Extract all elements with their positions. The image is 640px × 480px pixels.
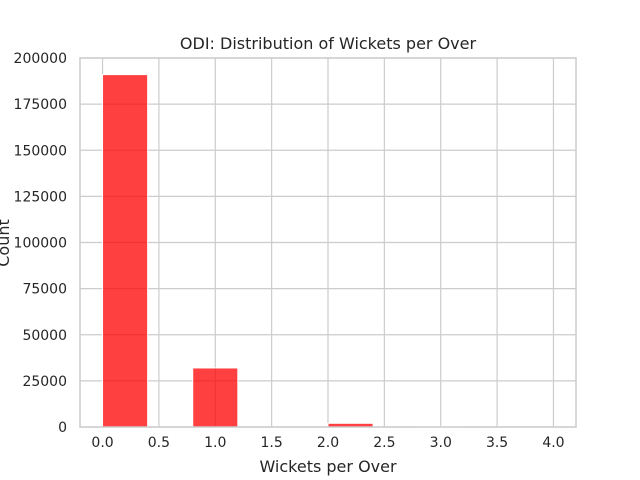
y-tick-label: 125000 — [14, 189, 67, 205]
y-tick-label: 25000 — [22, 374, 67, 390]
plot-frame — [79, 57, 577, 428]
x-tick-label: 2.5 — [373, 435, 395, 451]
bars — [102, 74, 554, 429]
x-tick-label: 4.0 — [542, 435, 564, 451]
histogram-bar — [192, 367, 239, 428]
y-axis-title: Count — [0, 219, 13, 267]
histogram-bar — [102, 74, 149, 428]
y-tick-label: 0 — [58, 420, 67, 436]
y-tick-label: 75000 — [22, 282, 67, 298]
y-tick-label: 100000 — [14, 236, 67, 252]
x-tick-label: 3.0 — [430, 435, 452, 451]
x-tick-label: 3.5 — [486, 435, 508, 451]
x-tick-label: 0.0 — [91, 435, 113, 451]
y-tick-labels: 0 25000 50000 75000 100000 125000 150000 175000… — [14, 51, 67, 436]
x-tick-label: 0.5 — [148, 435, 170, 451]
y-tick-label: 50000 — [22, 328, 67, 344]
chart-title: ODI: Distribution of Wickets per Over — [180, 34, 477, 53]
x-tick-labels: 0.0 0.5 1.0 1.5 2.0 2.5 3.0 3.5 4.0 — [91, 435, 564, 451]
x-axis-title: Wickets per Over — [259, 457, 397, 476]
x-tick-label: 1.5 — [261, 435, 283, 451]
y-tick-label: 200000 — [14, 51, 67, 67]
y-tick-label: 150000 — [14, 143, 67, 159]
x-tick-label: 1.0 — [204, 435, 226, 451]
x-tick-label: 2.0 — [317, 435, 339, 451]
y-tick-label: 175000 — [14, 97, 67, 113]
